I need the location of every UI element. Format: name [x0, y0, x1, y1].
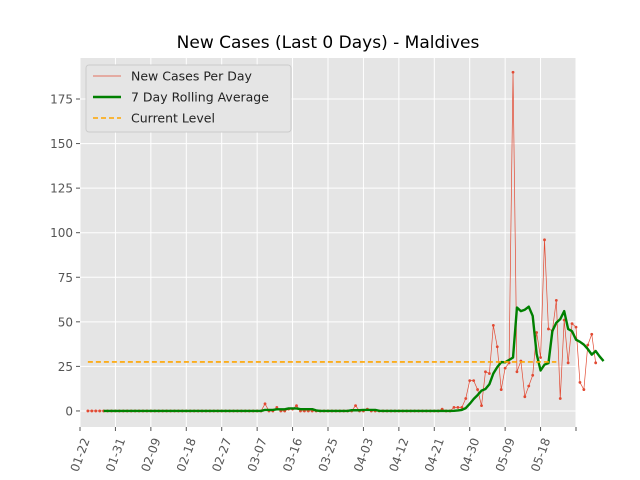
new-cases-point [523, 395, 527, 399]
new-cases-point [452, 405, 456, 409]
new-cases-point [476, 388, 479, 391]
x-tick-label: 03-25 [316, 436, 341, 474]
chart-title: New Cases (Last 0 Days) - Maldives [177, 33, 480, 53]
y-tick-label: 150 [50, 137, 73, 151]
x-tick-label: 04-03 [351, 436, 376, 474]
new-cases-point [484, 370, 487, 374]
x-tick-label: 05-18 [528, 436, 553, 474]
new-cases-point [539, 356, 542, 359]
new-cases-point [456, 405, 460, 409]
new-cases-point [531, 373, 535, 377]
new-cases-point [547, 327, 550, 331]
new-cases-point [554, 299, 558, 302]
series-layer [86, 70, 605, 413]
new-cases-point [98, 409, 102, 413]
y-tick-label: 25 [58, 360, 73, 374]
x-tick-label: 05-09 [493, 436, 518, 474]
legend-label-rolling-average: 7 Day Rolling Average [131, 90, 269, 105]
new-cases-point [495, 345, 499, 349]
new-cases-point [594, 361, 598, 365]
new-cases-point [566, 361, 570, 365]
x-tick-label: 04-12 [386, 436, 411, 474]
new-cases-point [468, 379, 472, 383]
y-tick-label: 0 [65, 404, 73, 418]
x-tick-label: 02-18 [174, 436, 199, 474]
new-cases-point [354, 404, 357, 408]
y-tick-label: 75 [58, 271, 73, 285]
x-tick-label: 03-16 [280, 436, 305, 474]
y-tick-label: 125 [50, 182, 73, 196]
legend: New Cases Per Day 7 Day Rolling Average … [85, 64, 292, 133]
new-cases-point [480, 404, 483, 408]
new-cases-point [90, 409, 94, 413]
y-tick-label: 100 [50, 226, 73, 240]
x-tick-label: 04-21 [422, 436, 447, 474]
new-cases-point [570, 322, 574, 326]
new-cases-point [472, 379, 476, 383]
new-cases-point [586, 343, 590, 347]
x-tick-label: 03-07 [245, 436, 270, 474]
new-cases-point [527, 384, 531, 388]
legend-box [85, 64, 292, 133]
x-tick-label: 01-22 [68, 436, 93, 474]
legend-label-new-cases: New Cases Per Day [131, 69, 252, 84]
new-cases-point [275, 405, 279, 409]
y-tick-label: 50 [58, 315, 73, 329]
new-cases-point [460, 405, 464, 409]
new-cases-point [464, 397, 468, 400]
new-cases-point [503, 366, 507, 370]
new-cases-point [578, 381, 582, 384]
y-tick-label: 175 [50, 93, 73, 107]
legend-label-current-level: Current Level [131, 111, 215, 126]
new-cases-point [295, 404, 298, 408]
new-cases-point [511, 70, 515, 74]
new-cases-point [86, 409, 90, 413]
x-tick-label: 02-09 [138, 436, 163, 474]
new-cases-point [558, 397, 562, 400]
new-cases-point [263, 402, 267, 406]
x-tick-label: 01-31 [103, 436, 128, 474]
new-cases-point [590, 332, 594, 336]
new-cases-point [94, 409, 98, 413]
new-cases-point [574, 325, 578, 329]
new-cases-point [543, 238, 546, 242]
new-cases-point [491, 323, 495, 327]
new-cases-point [515, 370, 519, 374]
x-tick-label: 02-27 [209, 436, 234, 474]
new-cases-point [488, 372, 491, 375]
new-cases-point [499, 388, 503, 391]
rolling-average-line [103, 305, 605, 413]
new-cases-point [535, 331, 539, 334]
x-tick-label: 04-30 [457, 436, 482, 474]
new-cases-point [582, 388, 586, 391]
